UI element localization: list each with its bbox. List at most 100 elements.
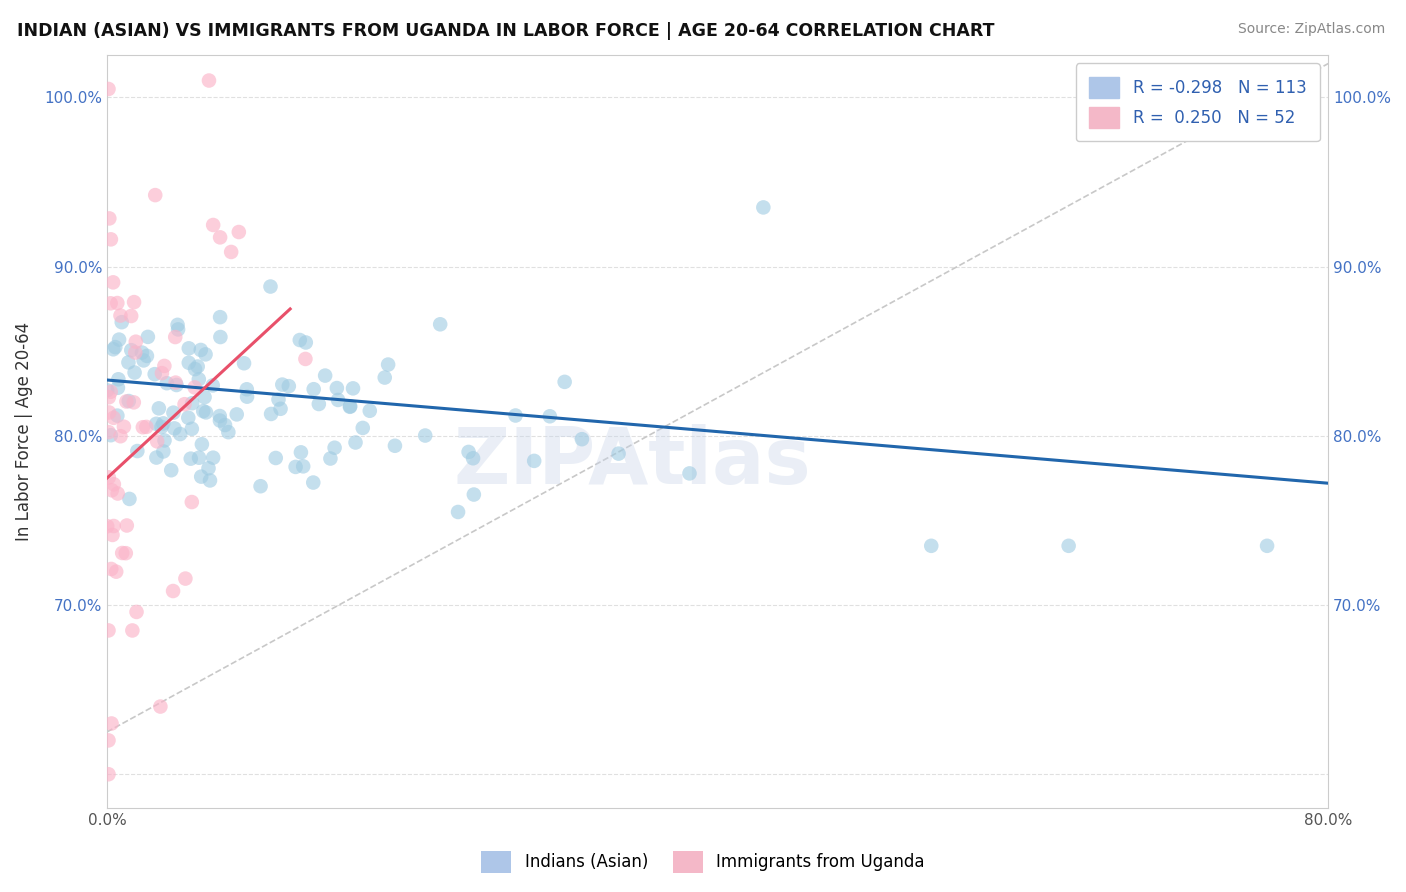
- Point: [117, 355, 139, 369]
- Point: [505, 409, 527, 423]
- Point: [150, 420, 173, 434]
- Point: [233, 356, 256, 370]
- Point: [339, 400, 361, 414]
- Point: [125, 334, 148, 349]
- Point: [101, 528, 124, 542]
- Point: [457, 445, 479, 459]
- Point: [160, 463, 183, 477]
- Point: [122, 395, 145, 409]
- Point: [209, 310, 232, 325]
- Point: [461, 451, 484, 466]
- Point: [249, 479, 271, 493]
- Point: [166, 318, 188, 332]
- Point: [97, 470, 120, 484]
- Point: [166, 378, 188, 392]
- Point: [122, 295, 145, 310]
- Point: [308, 397, 330, 411]
- Point: [217, 425, 239, 439]
- Point: [100, 716, 122, 731]
- Point: [105, 409, 128, 423]
- Point: [191, 437, 214, 451]
- Point: [463, 487, 485, 501]
- Point: [1256, 539, 1278, 553]
- Point: [384, 439, 406, 453]
- Point: [105, 296, 128, 310]
- Point: [187, 359, 209, 374]
- Point: [103, 519, 125, 533]
- Point: [101, 483, 124, 498]
- Point: [127, 444, 149, 458]
- Point: [225, 408, 247, 422]
- Point: [97, 82, 120, 96]
- Point: [339, 399, 361, 413]
- Point: [120, 309, 142, 323]
- Point: [108, 333, 131, 347]
- Point: [118, 394, 141, 409]
- Point: [107, 372, 129, 386]
- Point: [429, 318, 451, 332]
- Point: [359, 403, 381, 417]
- Point: [270, 401, 292, 416]
- Point: [150, 366, 173, 380]
- Point: [678, 467, 700, 481]
- Point: [173, 397, 195, 411]
- Point: [195, 405, 218, 419]
- Point: [183, 380, 205, 394]
- Text: INDIAN (ASIAN) VS IMMIGRANTS FROM UGANDA IN LABOR FORCE | AGE 20-64 CORRELATION : INDIAN (ASIAN) VS IMMIGRANTS FROM UGANDA…: [17, 22, 994, 40]
- Point: [145, 450, 167, 465]
- Point: [184, 362, 207, 376]
- Legend: Indians (Asian), Immigrants from Uganda: Indians (Asian), Immigrants from Uganda: [475, 845, 931, 880]
- Point: [112, 419, 135, 434]
- Point: [107, 381, 129, 395]
- Point: [98, 211, 121, 226]
- Point: [105, 565, 128, 579]
- Point: [143, 367, 166, 381]
- Point: [180, 422, 202, 436]
- Text: ZIPAtlas: ZIPAtlas: [453, 424, 811, 500]
- Point: [344, 435, 367, 450]
- Point: [236, 390, 259, 404]
- Point: [97, 390, 120, 404]
- Point: [103, 477, 125, 491]
- Legend: R = -0.298   N = 113, R =  0.250   N = 52: R = -0.298 N = 113, R = 0.250 N = 52: [1076, 63, 1320, 141]
- Point: [202, 218, 225, 232]
- Point: [294, 335, 316, 350]
- Point: [149, 699, 172, 714]
- Point: [124, 345, 146, 359]
- Point: [103, 343, 125, 357]
- Point: [177, 356, 200, 370]
- Point: [228, 225, 250, 239]
- Point: [208, 409, 231, 423]
- Point: [193, 404, 215, 418]
- Point: [208, 413, 231, 427]
- Point: [267, 392, 290, 407]
- Point: [148, 401, 170, 416]
- Point: [607, 447, 630, 461]
- Point: [100, 296, 122, 310]
- Point: [110, 309, 132, 323]
- Point: [302, 382, 325, 396]
- Point: [190, 343, 212, 357]
- Point: [125, 605, 148, 619]
- Point: [115, 518, 138, 533]
- Point: [167, 322, 190, 336]
- Point: [571, 432, 593, 446]
- Point: [153, 434, 176, 448]
- Point: [219, 244, 242, 259]
- Point: [100, 562, 122, 576]
- Point: [165, 330, 187, 344]
- Point: [97, 733, 120, 747]
- Point: [288, 333, 311, 347]
- Point: [181, 396, 204, 410]
- Point: [198, 73, 221, 87]
- Text: Source: ZipAtlas.com: Source: ZipAtlas.com: [1237, 22, 1385, 37]
- Point: [101, 276, 124, 290]
- Point: [110, 429, 132, 443]
- Point: [523, 454, 546, 468]
- Point: [377, 358, 399, 372]
- Point: [177, 410, 200, 425]
- Point: [135, 420, 157, 434]
- Point: [194, 347, 217, 361]
- Point: [96, 519, 118, 533]
- Point: [132, 420, 155, 434]
